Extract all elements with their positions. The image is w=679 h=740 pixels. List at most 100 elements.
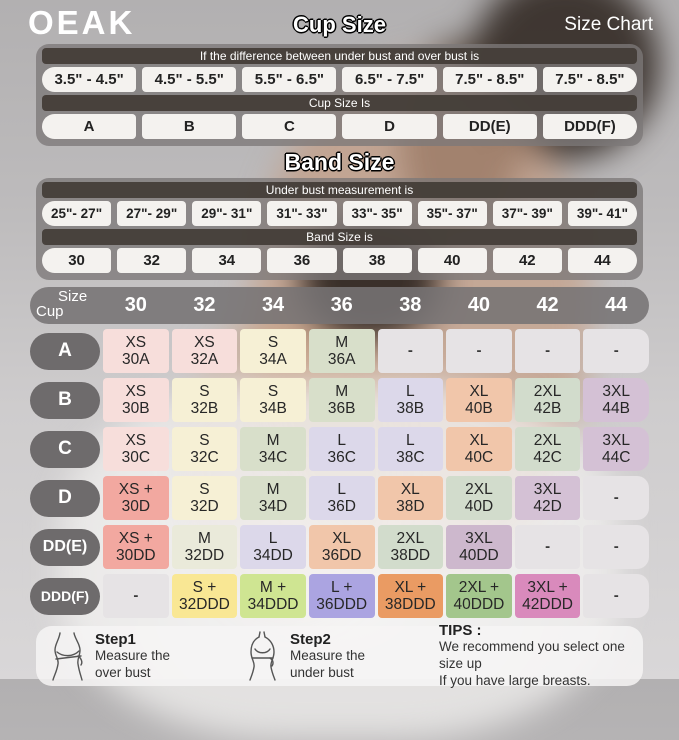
matrix-corner-label: Size Cup (30, 287, 100, 324)
size-label: M (335, 333, 349, 351)
cup-range-cell: 7.5" - 8.5" (442, 67, 537, 92)
size-cell: S 34B (240, 378, 306, 422)
size-code: 32DDD (179, 596, 230, 613)
size-cell: L 36D (308, 476, 375, 520)
cup-value-cell: B (142, 114, 237, 139)
step2-title: Step2 (290, 630, 331, 648)
size-label: XL (400, 480, 420, 498)
band-range-cell: 27"- 29" (117, 201, 187, 226)
size-code: 36A (327, 351, 356, 368)
band-range-cell: 33"- 35" (342, 201, 412, 226)
size-cell: XS 30C (103, 427, 169, 471)
step2-text: Step2 Measure the under bust (290, 631, 365, 682)
matrix-header: Size Cup 30 32 34 36 38 40 42 44 (30, 287, 649, 324)
size-label: 2XL + (458, 578, 500, 596)
matrix-column-header: 42 (536, 294, 559, 316)
matrix-column-header: 32 (193, 294, 216, 316)
step1-line1: Measure the (95, 647, 171, 663)
size-label: L + (330, 578, 353, 596)
size-cell: - (514, 525, 581, 569)
size-code: 34DDD (247, 596, 299, 613)
cup-size-table: If the difference between under bust and… (36, 44, 643, 146)
tips-title: TIPS : (439, 622, 482, 640)
size-cell: L +36DDD (308, 574, 375, 618)
size-label: XS (125, 333, 147, 351)
size-label: M (266, 431, 280, 449)
band-range-cell: 39"- 41" (567, 201, 637, 226)
band-range-cell: 29"- 31" (192, 201, 262, 226)
size-label: 2XL (533, 431, 562, 449)
cup-row-label: A (30, 332, 100, 370)
size-cell: XS 30B (103, 378, 169, 422)
size-label: L (337, 431, 346, 449)
size-code: 38B (396, 400, 425, 417)
size-code: 34C (258, 449, 288, 466)
size-cell: - (103, 574, 169, 618)
size-cell: 3XL 40DD (446, 525, 512, 569)
size-cell: XS 32A (171, 329, 238, 373)
size-cell: - (583, 574, 649, 618)
size-label: 3XL (533, 480, 562, 498)
size-code: 34B (259, 400, 287, 417)
band-value-cell: 30 (42, 248, 112, 273)
step1-title: Step1 (95, 630, 136, 648)
size-cell: 2XL 42B (514, 378, 581, 422)
band-value-cell: 36 (267, 248, 337, 273)
band-condition-bar: Under bust measurement is (42, 182, 637, 198)
cup-condition-bar: If the difference between under bust and… (42, 48, 637, 64)
size-cell: XL +38DDD (377, 574, 444, 618)
size-code: 34DD (253, 547, 293, 564)
size-label: XS (125, 382, 147, 400)
size-code: 30DD (115, 547, 156, 564)
cup-row-label: DDD(F) (30, 577, 100, 615)
matrix-body: A XS 30A XS 32A S 34A M 36A - - - - B XS 30B S 32B S 34B M 36… (30, 329, 649, 618)
step1-line2: over bust (95, 664, 151, 680)
matrix-row: B XS 30B S 32B S 34B M 36B L 38B XL 40B 2XL 42B 3XL 44B (30, 378, 649, 422)
size-cell: M 36B (308, 378, 375, 422)
size-label: 2XL (396, 529, 425, 547)
cup-row-label: D (30, 479, 100, 517)
size-label: 2XL (533, 382, 562, 400)
size-code: 36DDD (316, 596, 368, 613)
cup-row-label: B (30, 381, 100, 419)
size-cell: XL 40B (446, 378, 512, 422)
size-code: 30C (121, 449, 151, 466)
size-cell: - (446, 329, 512, 373)
size-label: S (199, 382, 210, 400)
size-code: 32D (190, 498, 219, 515)
size-code: 42C (533, 449, 562, 466)
size-label: XL + (394, 578, 427, 596)
size-chart-label: Size Chart (564, 14, 653, 35)
size-label: S (199, 431, 210, 449)
size-cell: 2XL 42C (514, 427, 581, 471)
size-cell: 3XL 44C (583, 427, 649, 471)
size-cell: 3XL +42DDD (514, 574, 581, 618)
size-code: 40DDD (453, 596, 505, 613)
matrix-column-header: 30 (124, 294, 147, 316)
size-cell: 2XL 40D (446, 476, 512, 520)
matrix-column-header: 36 (330, 294, 353, 316)
size-label: 3XL (602, 431, 630, 449)
size-label: XL (469, 431, 489, 449)
size-code: 30B (122, 400, 150, 417)
size-cell: - (377, 329, 444, 373)
band-value-cell: 40 (417, 248, 487, 273)
size-cell: L 38C (377, 427, 444, 471)
cup-result-bar: Cup Size Is (42, 95, 637, 111)
size-code: 38DD (390, 547, 431, 564)
size-cell: L 36C (308, 427, 375, 471)
size-label: 3XL (465, 529, 493, 547)
size-code: 38DDD (384, 596, 436, 613)
size-cell: S 32C (171, 427, 238, 471)
size-label: 2XL (465, 480, 493, 498)
size-cell: S 32D (171, 476, 238, 520)
band-range-cell: 37"- 39" (492, 201, 562, 226)
size-code: 40DD (459, 547, 499, 564)
size-cell: M 36A (308, 329, 375, 373)
step2-line1: Measure the (290, 647, 366, 663)
size-cell: 2XL 38DD (377, 525, 444, 569)
cup-range-row: 3.5" - 4.5" 4.5" - 5.5" 5.5" - 6.5" 6.5" - … (42, 67, 637, 92)
band-range-cell: 31"- 33" (267, 201, 337, 226)
size-label: L (337, 480, 346, 498)
size-label: 3XL (602, 382, 630, 400)
